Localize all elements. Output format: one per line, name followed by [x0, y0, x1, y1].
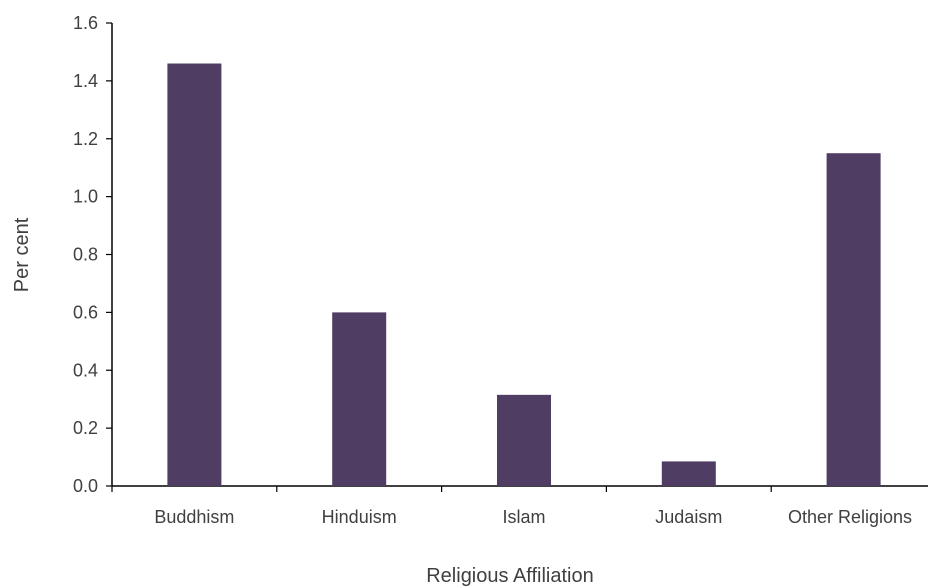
y-tick-label: 1.6 [73, 13, 98, 33]
bar-other-religions [826, 153, 881, 486]
y-ticks: 0.0 0.2 0.4 0.6 0.8 1.0 1.2 1.4 1.6 [73, 13, 112, 496]
y-axis-title: Per cent [11, 217, 33, 292]
y-tick-label: 1.2 [73, 129, 98, 149]
x-axis-title: Religious Affiliation [426, 565, 594, 587]
y-tick-label: 1.0 [73, 187, 98, 207]
y-tick-label: 0.0 [73, 476, 98, 496]
x-category-label: Buddhism [154, 507, 234, 527]
y-tick-label: 0.8 [73, 245, 98, 265]
bar-buddhism [167, 63, 222, 486]
category-labels: Buddhism Hinduism Islam Judaism Other Religi… [154, 507, 912, 527]
bars [167, 63, 881, 486]
x-category-label: Judaism [655, 507, 722, 527]
x-axis-group [111, 485, 928, 492]
y-tick-label: 1.4 [73, 71, 98, 91]
y-axis-group: 0.0 0.2 0.4 0.6 0.8 1.0 1.2 1.4 1.6 [73, 13, 113, 496]
bar-islam [497, 394, 551, 486]
y-tick-label: 0.4 [73, 360, 98, 380]
bar-judaism [661, 461, 716, 486]
x-category-label: Islam [502, 507, 545, 527]
x-ticks [111, 486, 772, 492]
x-category-label: Other Religions [788, 507, 912, 527]
y-tick-label: 0.2 [73, 418, 98, 438]
x-category-label: Hinduism [322, 507, 397, 527]
bar-hinduism [332, 312, 387, 486]
y-tick-label: 0.6 [73, 302, 98, 322]
